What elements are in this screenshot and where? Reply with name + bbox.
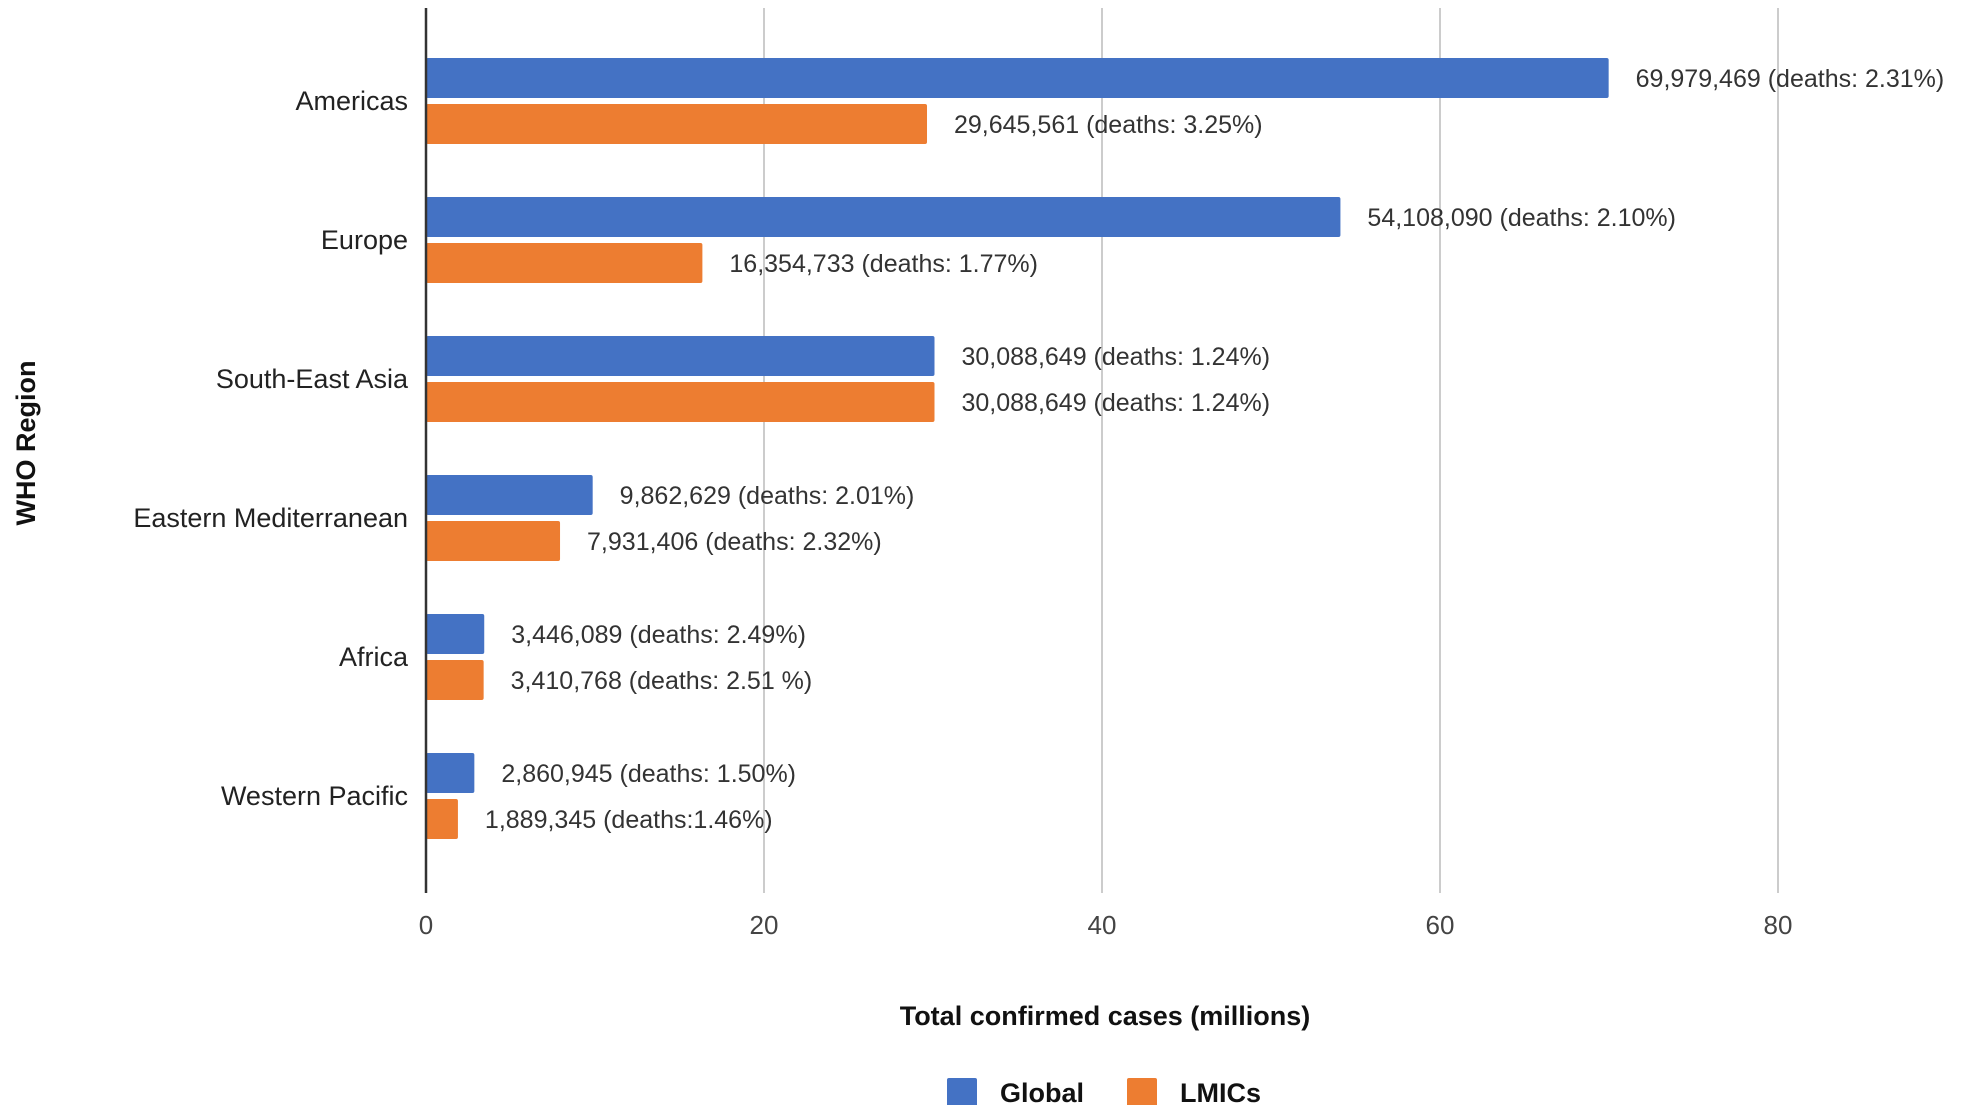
data-label-lmics-south-east-asia: 30,088,649 (deaths: 1.24%) <box>961 389 1270 417</box>
category-label-africa: Africa <box>339 642 409 672</box>
legend-swatch-global <box>947 1078 977 1105</box>
data-label-global-europe: 54,108,090 (deaths: 2.10%) <box>1367 204 1676 232</box>
bar-lmics-south-east-asia <box>426 382 935 422</box>
category-label-south-east-asia: South-East Asia <box>216 364 409 394</box>
gridlines <box>763 8 1779 893</box>
x-tick-labels: 0 20 40 60 80 <box>419 910 1793 940</box>
data-label-global-africa: 3,446,089 (deaths: 2.49%) <box>511 621 806 649</box>
bar-lmics-americas <box>426 104 928 144</box>
category-labels: Americas Europe South-East Asia Eastern Med… <box>133 86 409 811</box>
data-labels: 69,979,469 (deaths: 2.31%) 29,645,561 (de… <box>485 65 1944 834</box>
data-label-global-eastern-mediterranean: 9,862,629 (deaths: 2.01%) <box>620 482 915 510</box>
bar-global-south-east-asia <box>426 336 935 376</box>
bar-lmics-europe <box>426 243 703 283</box>
category-label-western-pacific: Western Pacific <box>221 781 408 811</box>
data-label-lmics-europe: 16,354,733 (deaths: 1.77%) <box>729 250 1038 278</box>
data-label-lmics-eastern-mediterranean: 7,931,406 (deaths: 2.32%) <box>587 528 882 556</box>
bars <box>426 58 1609 839</box>
legend-swatch-lmics <box>1127 1078 1157 1105</box>
bar-global-americas <box>426 58 1609 98</box>
y-axis-title: WHO Region <box>11 361 41 526</box>
data-label-global-americas: 69,979,469 (deaths: 2.31%) <box>1636 65 1945 93</box>
bar-lmics-eastern-mediterranean <box>426 521 561 561</box>
category-label-americas: Americas <box>295 86 408 116</box>
x-tick-label-40: 40 <box>1088 910 1117 940</box>
category-label-europe: Europe <box>321 225 408 255</box>
bar-global-eastern-mediterranean <box>426 475 593 515</box>
legend-label-lmics: LMICs <box>1180 1078 1261 1105</box>
legend: Global LMICs <box>947 1078 1261 1105</box>
x-tick-label-60: 60 <box>1426 910 1455 940</box>
bar-global-europe <box>426 197 1341 237</box>
x-tick-label-0: 0 <box>419 910 433 940</box>
bar-global-western-pacific <box>426 753 475 793</box>
data-label-lmics-americas: 29,645,561 (deaths: 3.25%) <box>954 111 1263 139</box>
x-tick-label-80: 80 <box>1764 910 1793 940</box>
x-tick-label-20: 20 <box>750 910 779 940</box>
data-label-global-south-east-asia: 30,088,649 (deaths: 1.24%) <box>961 343 1270 371</box>
bar-global-africa <box>426 614 485 654</box>
legend-label-global: Global <box>1000 1078 1084 1105</box>
data-label-global-western-pacific: 2,860,945 (deaths: 1.50%) <box>501 760 796 788</box>
bar-lmics-western-pacific <box>426 799 458 839</box>
bar-lmics-africa <box>426 660 484 700</box>
category-label-eastern-mediterranean: Eastern Mediterranean <box>133 503 408 533</box>
x-axis-title: Total confirmed cases (millions) <box>900 1001 1311 1031</box>
data-label-lmics-western-pacific: 1,889,345 (deaths:1.46%) <box>485 806 773 834</box>
data-label-lmics-africa: 3,410,768 (deaths: 2.51 %) <box>511 667 813 695</box>
